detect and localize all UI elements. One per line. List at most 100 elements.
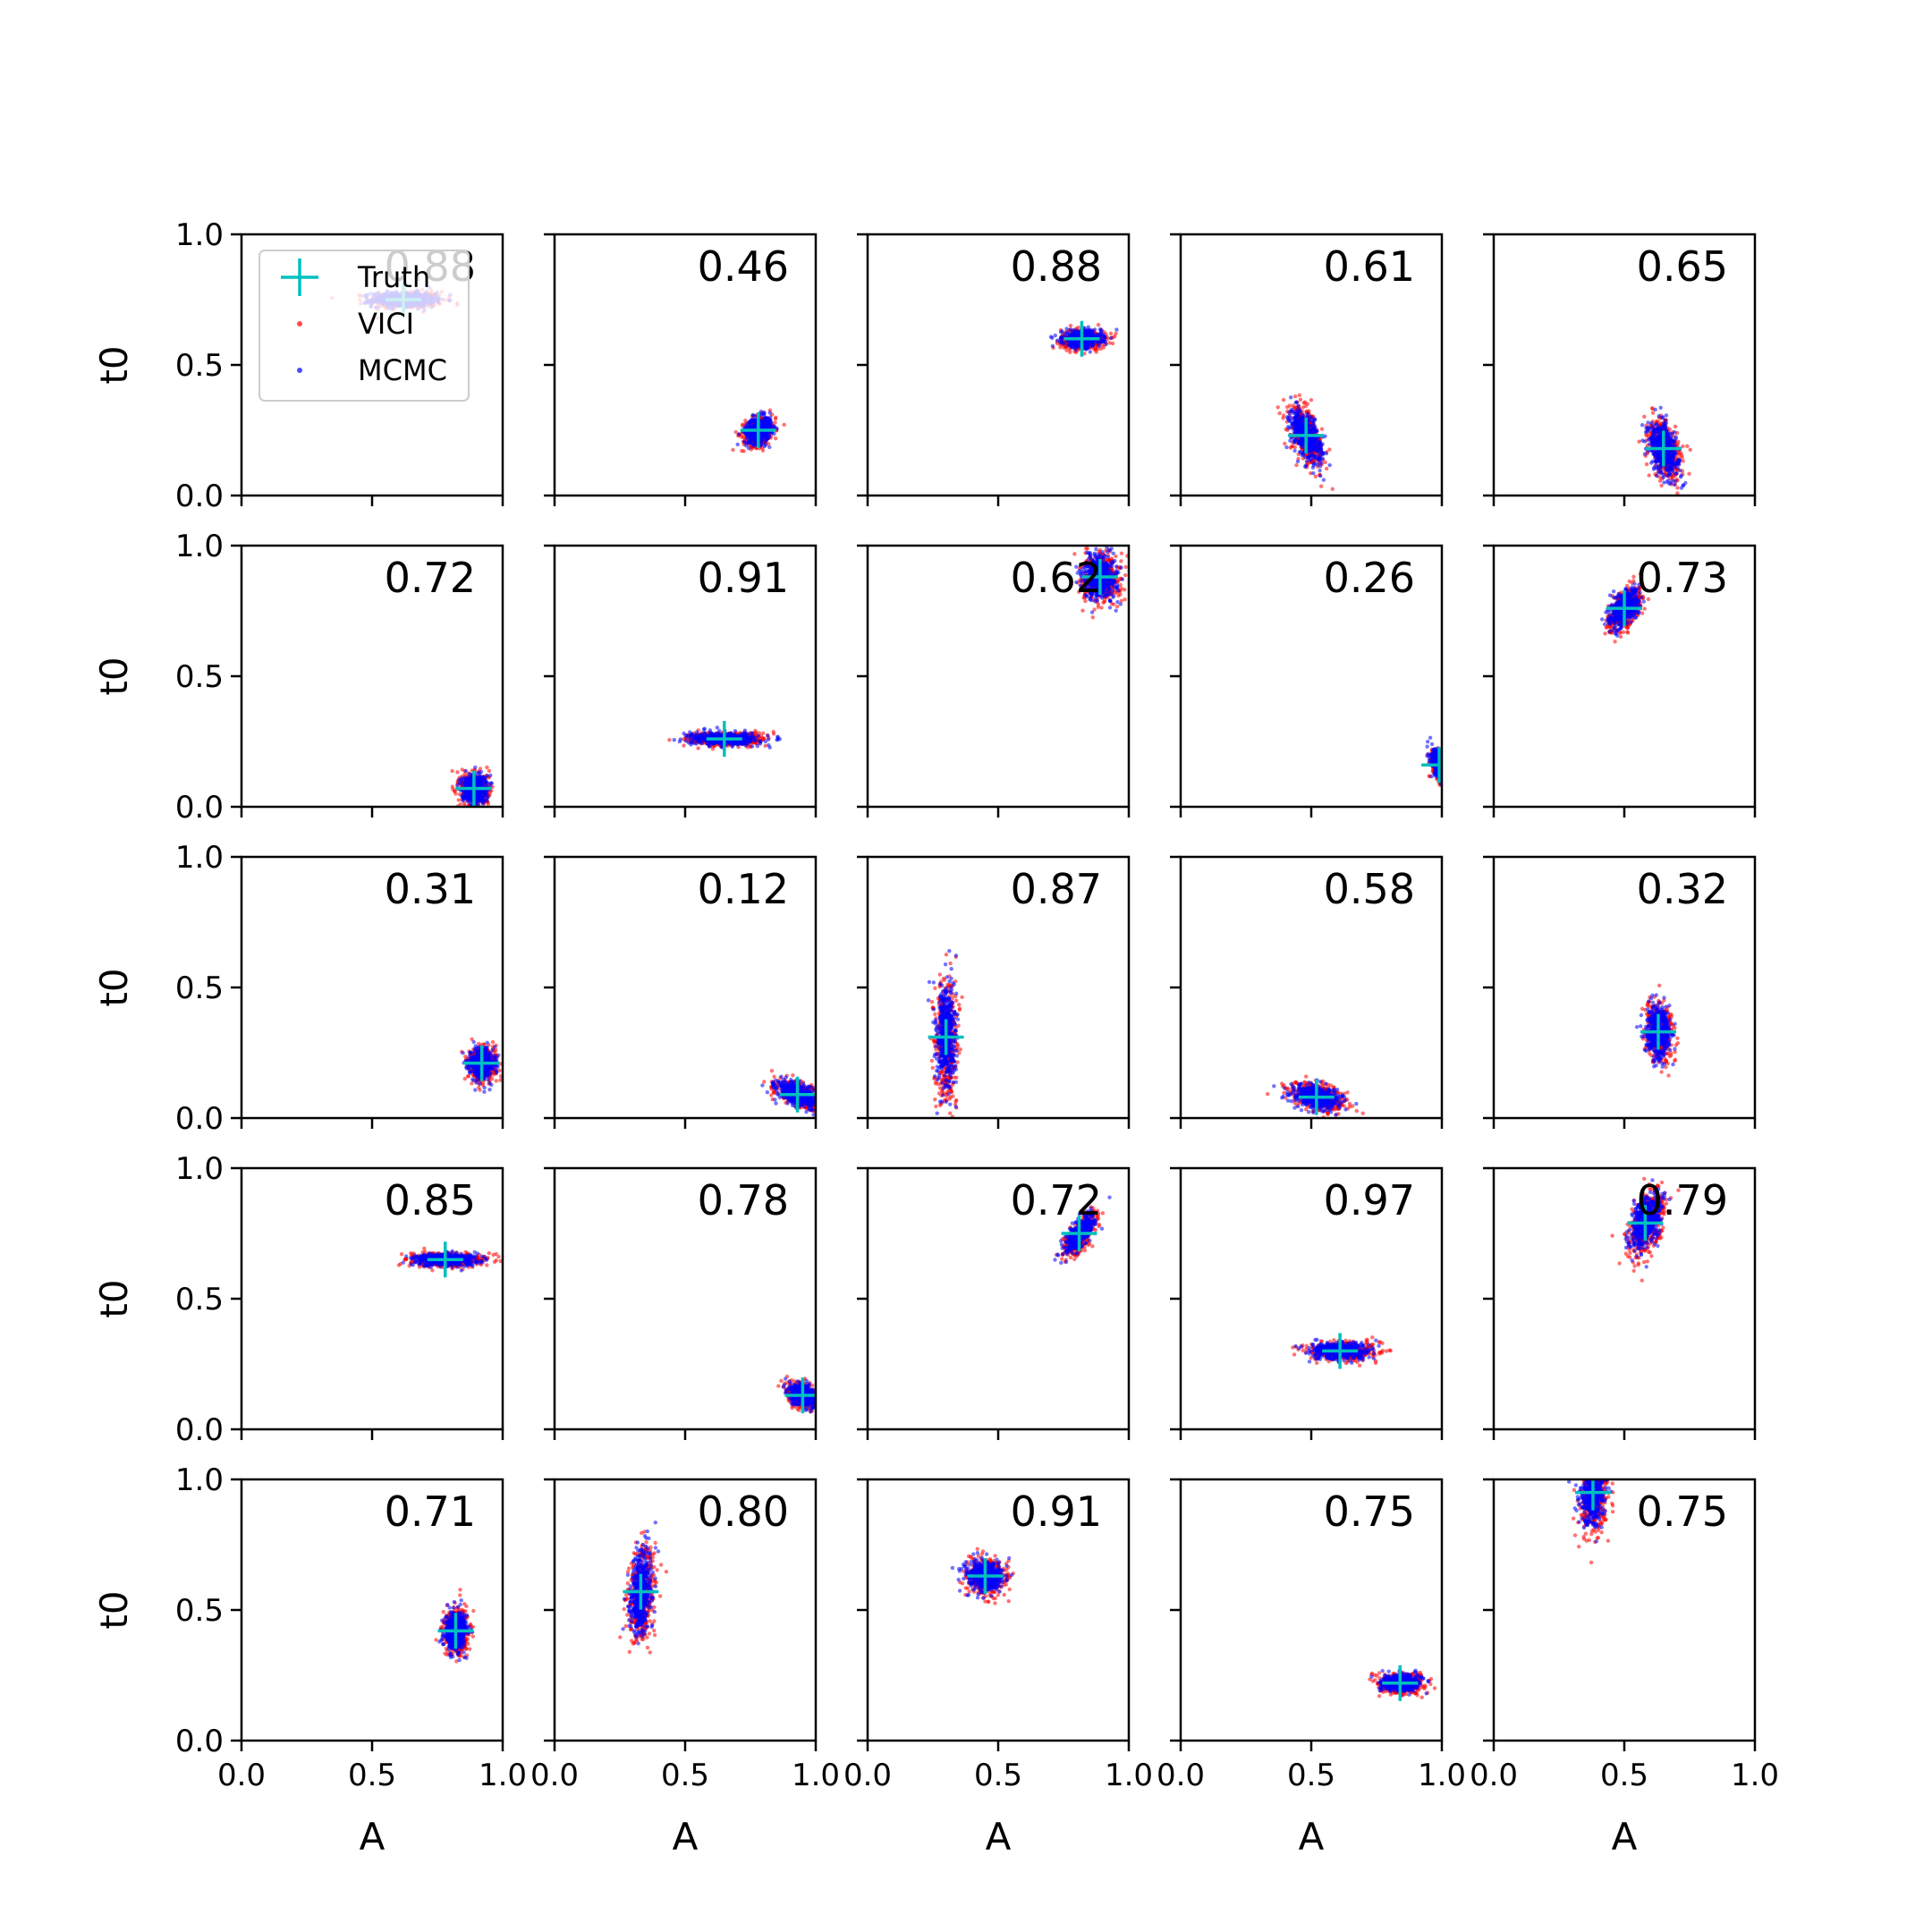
- truth-marker: [1298, 1079, 1335, 1115]
- overlap-value: 0.65: [1637, 242, 1728, 291]
- subplot-4: 0.61: [1170, 233, 1444, 506]
- subplot-25: 0.0 0.5 1.0 A 0.75: [1470, 1478, 1779, 1859]
- y-axis-label: t0: [92, 657, 136, 695]
- x-tick-label: 0.5: [1600, 1758, 1648, 1793]
- truth-marker: [455, 770, 492, 807]
- overlap-value: 0.80: [698, 1487, 789, 1536]
- mcmc-samples: [455, 765, 494, 807]
- subplot-10: 0.73: [1483, 544, 1757, 818]
- overlap-value: 0.32: [1637, 865, 1728, 913]
- subplot-6: 0.0 0.5 1.0 t0 0.72: [92, 529, 504, 826]
- y-tick-label: 1.0: [175, 840, 224, 876]
- subplot-23: 0.0 0.5 1.0 A 0.91: [843, 1478, 1153, 1859]
- subplot-24: 0.0 0.5 1.0 A 0.75: [1157, 1478, 1466, 1859]
- overlap-value: 0.31: [385, 865, 476, 913]
- overlap-value: 0.72: [1011, 1176, 1102, 1224]
- x-tick-label: 1.0: [792, 1758, 840, 1793]
- truth-marker: [1627, 1205, 1664, 1241]
- truth-marker: [623, 1573, 659, 1610]
- x-axis-label: A: [360, 1815, 386, 1859]
- legend-entry-vici: VICI: [297, 307, 414, 341]
- overlap-value: 0.72: [385, 554, 476, 602]
- overlap-value: 0.91: [1011, 1487, 1102, 1536]
- x-axis-label: A: [986, 1815, 1012, 1859]
- subplot-12: 0.12: [544, 855, 818, 1129]
- x-tick-label: 0.0: [217, 1758, 266, 1793]
- truth-marker: [463, 1045, 500, 1081]
- x-tick-label: 1.0: [479, 1758, 527, 1793]
- subplot-13: 0.87: [857, 855, 1131, 1129]
- y-tick-label: 1.0: [175, 1462, 224, 1498]
- subplot-18: 0.72: [857, 1166, 1131, 1440]
- subplot-5: 0.65: [1483, 233, 1757, 506]
- subplot-19: 0.97: [1170, 1166, 1444, 1440]
- mcmc-samples: [1284, 395, 1332, 482]
- overlap-value: 0.71: [385, 1487, 476, 1536]
- truth-marker: [1063, 320, 1100, 357]
- x-axis-label: A: [1612, 1815, 1638, 1859]
- truth-marker: [1061, 1216, 1097, 1251]
- y-tick-label: 0.5: [175, 970, 224, 1006]
- overlap-value: 0.46: [698, 242, 789, 291]
- y-axis-label: t0: [92, 1590, 136, 1629]
- overlap-value: 0.12: [698, 865, 789, 913]
- subplot-14: 0.58: [1170, 855, 1444, 1129]
- mcmc-samples: [926, 949, 961, 1118]
- y-tick-label: 0.5: [175, 348, 224, 384]
- truth-marker: [967, 1558, 1004, 1595]
- truth-marker: [1640, 1013, 1676, 1050]
- overlap-value: 0.97: [1324, 1176, 1415, 1224]
- overlap-value: 0.26: [1324, 554, 1415, 602]
- overlap-value: 0.85: [385, 1176, 476, 1224]
- y-tick-label: 1.0: [175, 529, 224, 564]
- overlap-value: 0.88: [1011, 242, 1102, 291]
- truth-marker: [1382, 1665, 1419, 1701]
- subplot-22: 0.0 0.5 1.0 A 0.80: [530, 1478, 840, 1859]
- legend-label: MCMC: [358, 353, 447, 387]
- truth-marker: [1606, 590, 1642, 627]
- subplot-15: 0.32: [1483, 855, 1757, 1129]
- y-tick-label: 0.5: [175, 1282, 224, 1318]
- subplot-8: 0.62: [857, 544, 1131, 818]
- overlap-value: 0.79: [1637, 1176, 1728, 1224]
- overlap-value: 0.75: [1324, 1487, 1415, 1536]
- y-tick-label: 0.0: [175, 1412, 224, 1448]
- x-tick-label: 0.5: [348, 1758, 396, 1793]
- y-tick-label: 0.0: [175, 790, 224, 826]
- overlap-value: 0.61: [1324, 242, 1415, 291]
- x-axis-label: A: [1299, 1815, 1325, 1859]
- y-tick-label: 0.5: [175, 659, 224, 695]
- truth-marker: [427, 1241, 463, 1278]
- legend-label: Truth: [357, 260, 430, 294]
- x-tick-label: 0.5: [974, 1758, 1022, 1793]
- x-axis-label: A: [673, 1815, 699, 1859]
- overlap-value: 0.73: [1637, 554, 1728, 602]
- overlap-value: 0.91: [698, 554, 789, 602]
- truth-marker: [928, 1019, 964, 1055]
- overlap-value: 0.87: [1011, 865, 1102, 913]
- subplot-20: 0.79: [1483, 1166, 1757, 1440]
- subplot-2: 0.46: [544, 233, 818, 506]
- x-tick-label: 0.5: [1287, 1758, 1335, 1793]
- subplot-16: 0.0 0.5 1.0 t0 0.85: [92, 1151, 504, 1448]
- truth-marker: [779, 1076, 816, 1113]
- legend-entry-truth: Truth: [281, 258, 430, 296]
- x-tick-label: 0.0: [843, 1758, 892, 1793]
- y-tick-label: 1.0: [175, 1151, 224, 1187]
- subplot-3: 0.88: [857, 233, 1131, 506]
- truth-marker: [1421, 747, 1442, 784]
- y-axis-label: t0: [92, 968, 136, 1006]
- y-tick-label: 0.5: [175, 1593, 224, 1629]
- x-tick-label: 0.0: [530, 1758, 579, 1793]
- legend-box: [258, 250, 470, 402]
- truth-marker: [437, 1613, 474, 1649]
- x-tick-label: 0.5: [661, 1758, 709, 1793]
- legend-entry-mcmc: MCMC: [297, 353, 447, 387]
- x-tick-label: 1.0: [1731, 1758, 1779, 1793]
- overlap-value: 0.62: [1011, 554, 1102, 602]
- legend-label: VICI: [358, 307, 414, 341]
- overlap-value: 0.58: [1324, 865, 1415, 913]
- x-tick-label: 1.0: [1418, 1758, 1466, 1793]
